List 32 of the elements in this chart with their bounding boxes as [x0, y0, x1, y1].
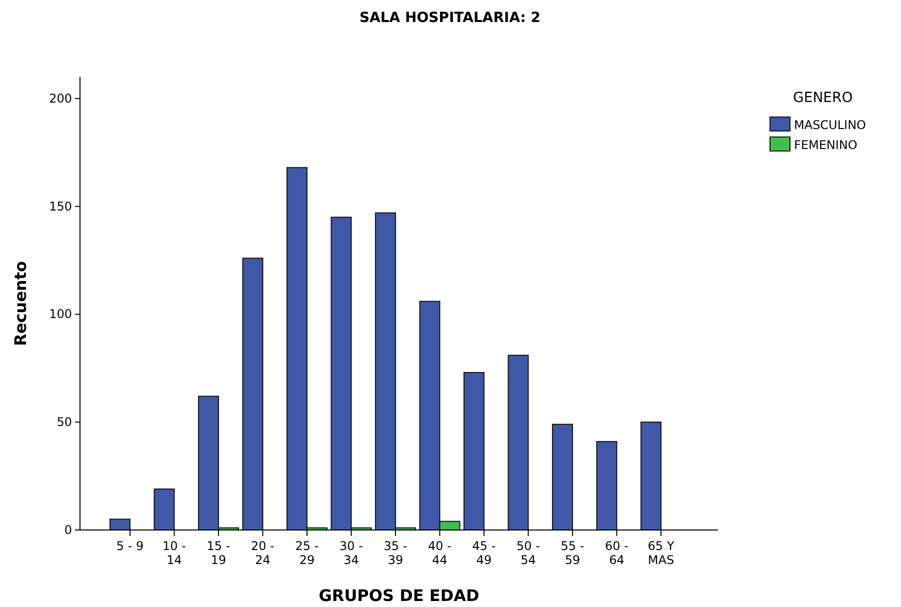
x-tick-label: 10 - 14 [162, 539, 186, 567]
x-tick-label: 45 - 49 [472, 539, 496, 567]
legend-title: GENERO [793, 90, 853, 106]
y-tick-label: 50 [56, 414, 72, 429]
x-tick-label: 40 - 44 [428, 539, 452, 567]
y-tick-label: 0 [64, 522, 72, 537]
x-tick-label: 25 - 29 [295, 539, 319, 567]
x-tick-label: 15 - 19 [206, 539, 230, 567]
bar [640, 422, 662, 530]
bar [242, 258, 264, 530]
x-tick-label: 50 - 54 [516, 539, 540, 567]
bar [596, 441, 618, 530]
y-tick-label: 100 [49, 307, 72, 322]
x-tick-label: 55 - 59 [560, 539, 584, 567]
legend-label: FEMENINO [794, 138, 858, 152]
bar [464, 372, 484, 530]
bar [154, 488, 175, 530]
x-tick-label: 5 - 9 [116, 539, 144, 553]
x-axis-title: GRUPOS DE EDAD [318, 586, 480, 605]
legend-label: MASCULINO [794, 118, 866, 132]
y-axis-title: Recuento [11, 261, 30, 346]
x-tick-label: 35 - 39 [384, 539, 408, 567]
x-tick-label: 65 Y MAS [648, 539, 675, 567]
bar [110, 518, 130, 530]
bar [552, 424, 573, 530]
y-tick-label: 200 [49, 91, 72, 106]
bar [508, 354, 529, 530]
y-tick-label: 150 [49, 199, 72, 214]
x-tick-label: 60 - 64 [605, 539, 628, 567]
x-tick-label: 20 - 24 [251, 539, 274, 567]
x-tick-label: 30 - 34 [340, 539, 363, 567]
chart-title: SALA HOSPITALARIA: 2 [359, 10, 541, 26]
